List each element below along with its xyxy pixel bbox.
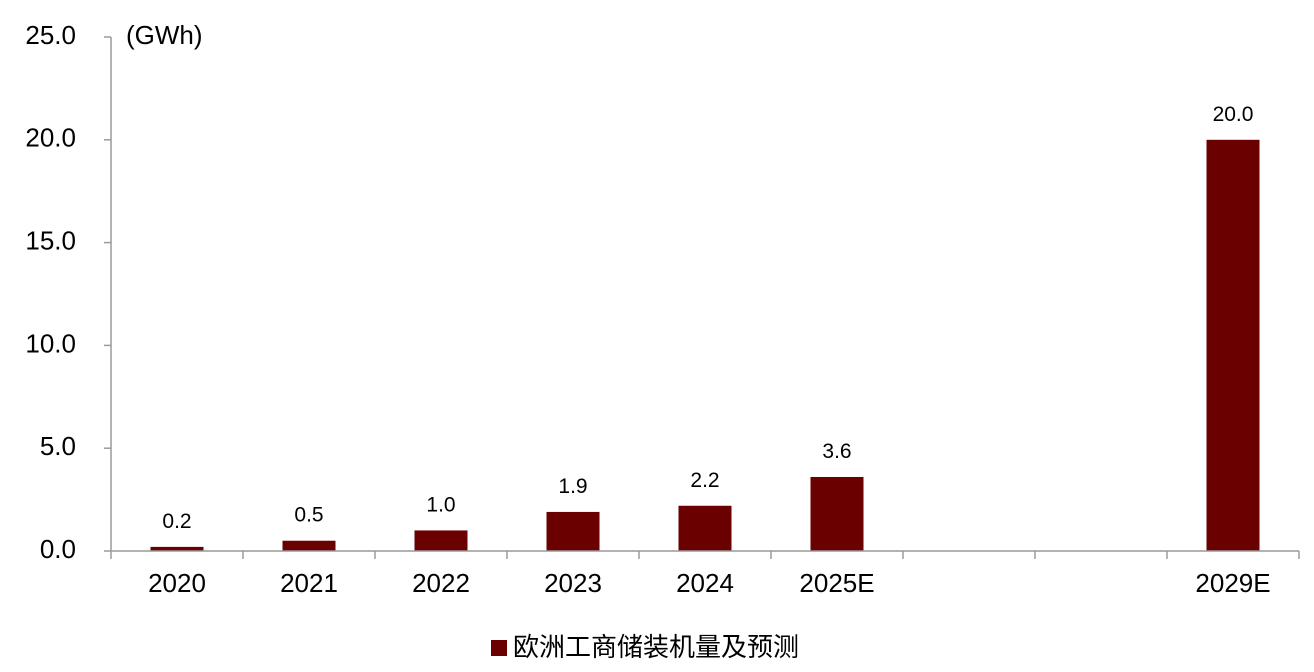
bar (678, 505, 732, 551)
data-label: 20.0 (1213, 103, 1254, 126)
x-tick-label: 2029E (1195, 568, 1270, 598)
bar (810, 476, 864, 551)
data-label: 2.2 (690, 469, 719, 492)
bar (546, 511, 600, 551)
x-tick-label: 2023 (544, 568, 602, 598)
y-tick-label: 5.0 (40, 431, 76, 461)
y-tick-label: 10.0 (25, 328, 76, 358)
bar (150, 546, 204, 551)
legend-label: 欧洲工商储装机量及预测 (513, 632, 799, 662)
x-tick-label: 2022 (412, 568, 470, 598)
data-label: 0.2 (162, 510, 191, 533)
y-tick-label: 25.0 (25, 20, 76, 50)
data-label: 1.0 (426, 493, 455, 516)
x-tick-label: 2020 (148, 568, 206, 598)
bar (282, 540, 336, 551)
x-tick-label: 2021 (280, 568, 338, 598)
y-tick-label: 20.0 (25, 123, 76, 153)
legend: 欧洲工商储装机量及预测 (491, 632, 799, 662)
data-label: 3.6 (822, 440, 851, 463)
data-label: 0.5 (294, 504, 323, 527)
x-tick-label: 2025E (799, 568, 874, 598)
data-label: 1.9 (558, 475, 587, 498)
y-axis-ticks: 0.0 5.0 10.0 15.0 20.0 25.0 (25, 20, 111, 564)
bar (1206, 139, 1260, 552)
y-tick-label: 15.0 (25, 225, 76, 255)
bar (414, 530, 468, 551)
data-labels-group: 0.2 0.5 1.0 1.9 2.2 3.6 20.0 (162, 103, 1253, 533)
y-axis-unit-label: (GWh) (126, 20, 203, 50)
bars-group (150, 139, 1260, 552)
x-axis-ticks: 2020 2021 2022 2023 2024 2025E 2029E (110, 551, 1300, 598)
y-tick-label: 0.0 (40, 534, 76, 564)
x-tick-label: 2024 (676, 568, 734, 598)
legend-swatch (491, 640, 507, 656)
